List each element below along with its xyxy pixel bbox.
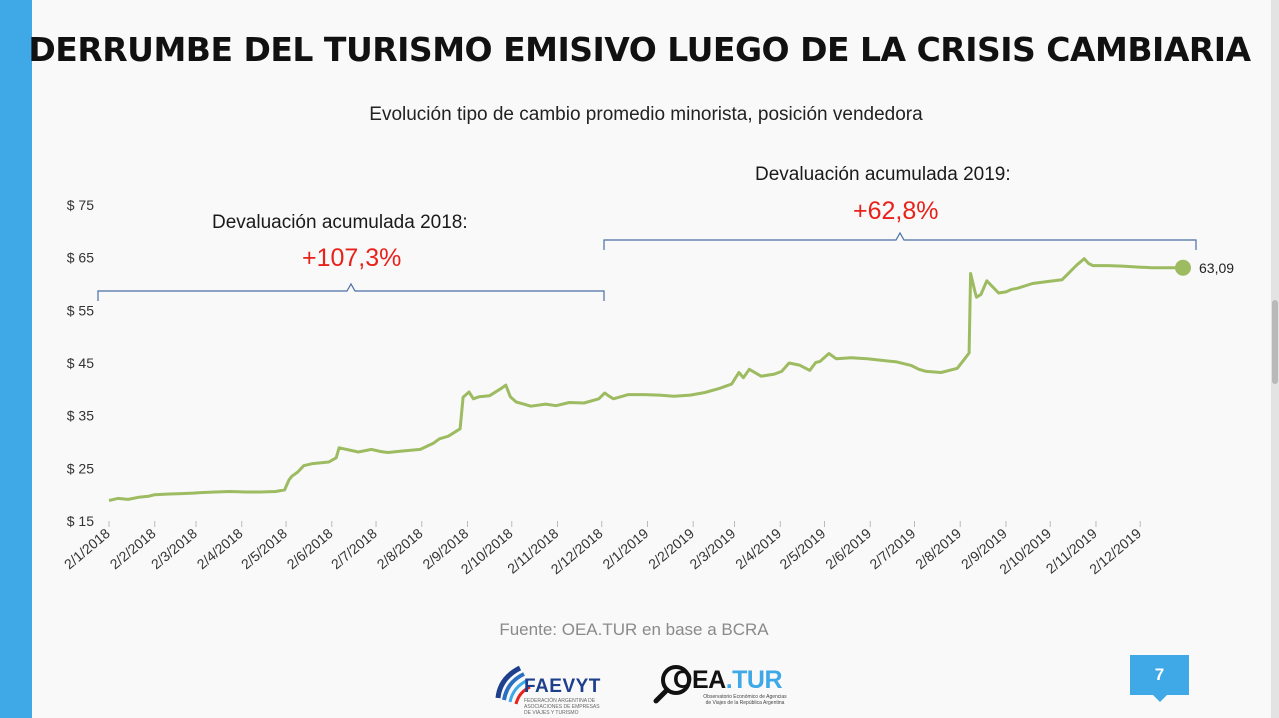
x-tick-label: 2/7/2018 [328,525,380,572]
y-tick-label: $ 75 [67,197,94,213]
faevyt-logo-icon [495,665,531,705]
y-tick-label: $ 25 [67,460,94,476]
page-badge-tail [1153,695,1167,702]
x-tick-label: 2/6/2018 [284,525,336,572]
annotation-2019-value: +62,8% [853,197,939,225]
x-tick-label: 2/3/2018 [148,525,200,572]
x-tick-label: 2/1/2019 [599,525,651,572]
scrollbar-thumb[interactable] [1272,300,1278,384]
x-tick-label: 2/7/2019 [866,525,918,572]
x-tick-label: 2/5/2018 [238,525,290,572]
faevyt-logo-subtitle: FEDERACIÓN ARGENTINA DE ASOCIACIONES DE … [524,698,600,716]
chart-title: Evolución tipo de cambio promedio minori… [369,104,923,125]
x-tick-label: 2/3/2019 [686,525,738,572]
magnifier-icon [653,665,691,704]
faevyt-logo-name: FAEVYT [524,676,601,697]
y-tick-label: $ 35 [67,408,94,424]
bracket-2018 [97,282,605,301]
annotation-2018-label: Devaluación acumulada 2018: [212,212,468,233]
y-tick-label: $ 15 [67,513,94,529]
last-point-marker [1175,259,1191,276]
bracket-2019 [603,231,1197,250]
last-value-label: 63,09 [1199,260,1235,276]
series-line [108,257,1183,502]
x-tick-label: 2/1/2018 [61,525,113,572]
oea-logo-name: OEA.TUR [673,666,783,694]
x-tick-label: 2/6/2019 [822,525,874,572]
y-tick-label: $ 65 [67,250,94,266]
annotation-2019-label: Devaluación acumulada 2019: [755,164,1011,185]
oea-logo-subtitle: Observatorio Económico de Agencias de Vi… [703,694,787,706]
slide-canvas [32,0,1271,718]
annotation-2018-value: +107,3% [302,244,402,272]
x-axis: 2/1/20182/2/20182/3/20182/4/20182/5/2018… [61,521,1144,577]
x-tick-label: 2/8/2019 [912,525,964,572]
y-tick-label: $ 55 [67,302,94,318]
x-tick-label: 2/4/2018 [194,525,246,572]
source-note: Fuente: OEA.TUR en base a BCRA [499,620,769,639]
page-number-badge: 7 [1130,655,1189,695]
slide-accent-strip [0,0,32,718]
annotation-brackets [97,231,1197,301]
y-axis: $ 15 $ 25 $ 35 $ 45 $ 55 $ 65 $ 75 [67,197,94,529]
y-tick-label: $ 45 [67,355,94,371]
x-tick-label: 2/8/2018 [374,525,426,572]
series-group [108,257,1191,502]
x-tick-label: 2/5/2019 [776,525,828,572]
slide-title: DERRUMBE DEL TURISMO EMISIVO LUEGO DE LA… [28,30,1251,69]
x-tick-label: 2/4/2019 [732,525,784,572]
